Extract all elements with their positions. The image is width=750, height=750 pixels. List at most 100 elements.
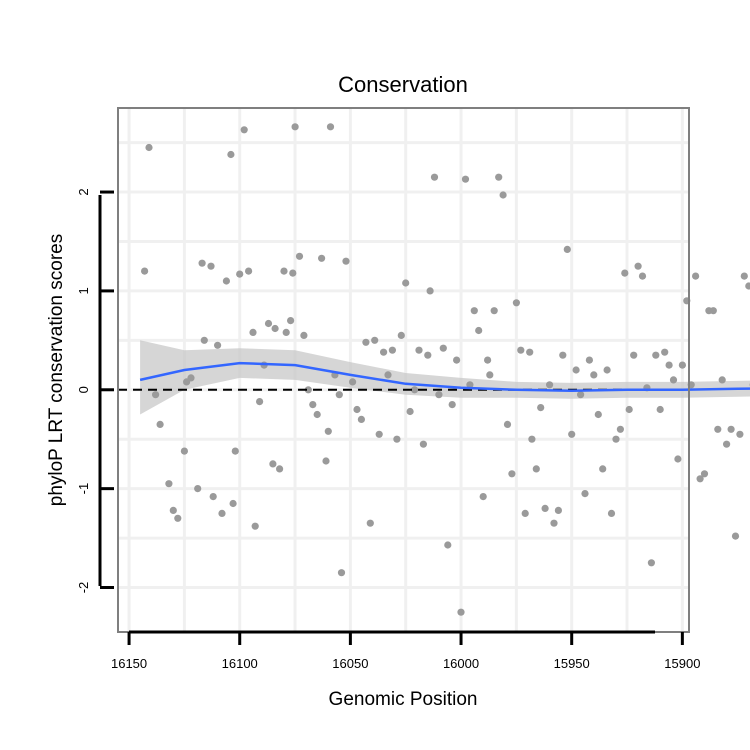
data-point <box>526 348 534 356</box>
x-tick-label: 16100 <box>222 656 258 671</box>
x-tick-label: 16000 <box>443 656 479 671</box>
data-point <box>419 440 427 448</box>
data-point <box>581 490 589 498</box>
data-point <box>362 338 370 346</box>
data-point <box>448 401 456 409</box>
x-tick-label: 15950 <box>554 656 590 671</box>
data-point <box>249 328 257 336</box>
data-point <box>740 272 748 280</box>
data-point <box>411 386 419 394</box>
data-point <box>200 336 208 344</box>
data-point <box>537 404 545 412</box>
data-point <box>222 277 230 285</box>
data-point <box>430 173 439 181</box>
data-point <box>508 470 516 478</box>
data-point <box>291 123 299 131</box>
y-tick-label: 1 <box>76 287 91 294</box>
data-point <box>607 509 616 517</box>
data-point <box>397 331 405 339</box>
data-point <box>435 391 443 399</box>
data-point <box>424 351 432 359</box>
data-point <box>499 191 507 199</box>
data-point <box>406 407 414 416</box>
data-point <box>227 150 235 159</box>
data-point <box>180 447 188 455</box>
data-point <box>745 282 750 290</box>
data-point <box>612 435 620 443</box>
chart-title: Conservation <box>338 72 468 97</box>
data-point <box>402 279 410 287</box>
y-axis-label: phyloP LRT conservation scores <box>46 234 67 507</box>
data-point <box>229 499 237 508</box>
data-point <box>156 420 164 428</box>
data-point <box>309 401 317 409</box>
data-point <box>357 415 365 423</box>
y-tick-label: 0 <box>76 386 91 393</box>
data-point <box>674 455 682 463</box>
confidence-ribbon <box>140 340 750 415</box>
data-point <box>324 427 332 435</box>
data-point <box>289 269 297 277</box>
data-point <box>718 376 726 384</box>
data-point <box>665 361 673 369</box>
data-point <box>554 506 563 514</box>
data-point <box>145 143 153 152</box>
y-tick-label: -1 <box>76 483 91 495</box>
data-point <box>342 257 350 265</box>
data-point <box>251 522 259 530</box>
x-axis: 16150 16100 16050 16000 15950 15900 <box>111 630 700 671</box>
x-tick-label: 16050 <box>332 656 368 671</box>
data-point <box>264 319 273 328</box>
data-points <box>141 123 750 616</box>
data-point <box>638 272 647 280</box>
data-point <box>486 371 494 379</box>
data-point <box>503 420 512 428</box>
data-point <box>318 254 326 262</box>
data-point <box>550 519 558 527</box>
data-point <box>256 398 264 406</box>
data-point <box>479 493 487 501</box>
data-point <box>470 307 478 315</box>
data-point <box>439 344 447 352</box>
data-point <box>709 307 717 315</box>
data-point <box>313 410 321 419</box>
data-point <box>541 504 549 512</box>
data-point <box>603 366 611 374</box>
data-point <box>528 435 536 443</box>
data-point <box>371 336 379 344</box>
data-point <box>661 348 669 356</box>
data-point <box>634 262 642 270</box>
data-point <box>517 346 525 354</box>
data-point <box>563 245 571 253</box>
data-point <box>218 509 226 517</box>
data-point <box>384 371 392 379</box>
plot-panel <box>117 107 750 633</box>
data-point <box>461 175 470 183</box>
data-point <box>678 361 687 369</box>
x-axis-label: Genomic Position <box>329 689 478 710</box>
data-point <box>559 351 567 359</box>
x-tick-label: 16150 <box>111 656 147 671</box>
data-point <box>490 307 498 315</box>
data-point <box>453 356 461 364</box>
data-point <box>700 470 709 478</box>
data-point <box>616 425 625 433</box>
data-point <box>532 465 540 473</box>
data-point <box>457 608 465 616</box>
data-point <box>269 460 277 468</box>
data-point <box>353 405 361 414</box>
data-point <box>366 519 374 527</box>
data-point <box>585 356 594 364</box>
smooth-trend-line <box>139 361 750 393</box>
data-point <box>240 126 248 134</box>
data-point <box>187 374 195 382</box>
data-point <box>194 485 202 493</box>
y-tick-label: 2 <box>76 188 91 195</box>
x-tick-label: 15900 <box>664 656 700 671</box>
data-point <box>731 532 740 540</box>
data-point <box>647 559 656 567</box>
data-point <box>415 346 423 354</box>
data-point <box>495 173 503 181</box>
data-point <box>572 366 580 374</box>
